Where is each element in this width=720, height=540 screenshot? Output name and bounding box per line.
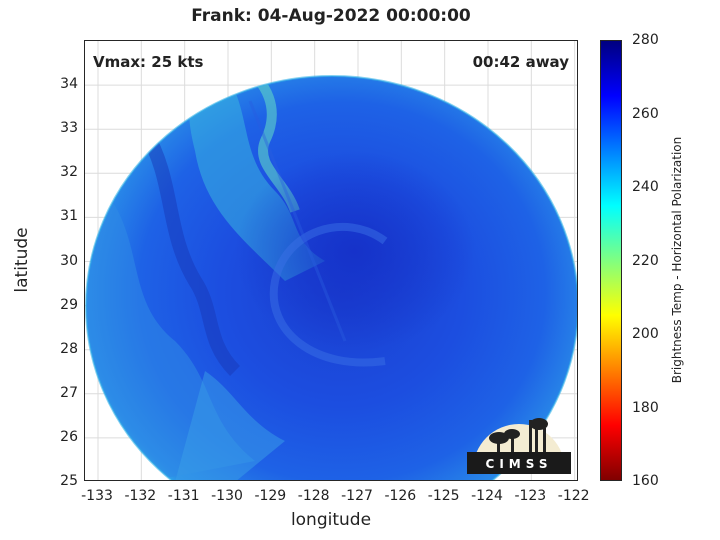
swath-seam	[248, 100, 347, 342]
x-axis-label: longitude	[290, 510, 372, 530]
cyclone-core	[235, 151, 475, 351]
y-tick-label: 34	[60, 76, 78, 93]
x-tick-label: -130	[211, 488, 243, 504]
rainband-dark	[138, 127, 241, 376]
cimss-logo: CIMSS	[467, 418, 571, 474]
x-tick-label: -125	[427, 488, 460, 504]
swath-edge	[85, 75, 577, 480]
cimss-logo-text: CIMSS	[486, 457, 553, 471]
x-tick-label: -126	[384, 488, 417, 504]
x-tick-label: -124	[471, 488, 503, 504]
x-tick-label: -123	[514, 488, 547, 504]
x-tick-label: -128	[297, 488, 330, 504]
colorbar-tick-label: 240	[632, 179, 659, 195]
x-tick-label: -127	[341, 488, 373, 504]
y-tick-label: 32	[60, 164, 78, 181]
microwave-swath-map	[85, 41, 577, 480]
x-tick-label: -133	[81, 488, 113, 504]
y-tick-label: 30	[60, 252, 78, 269]
y-axis-label: latitude	[12, 227, 32, 293]
map-plot-area[interactable]: Vmax: 25 kts 00:42 away CIMSS	[84, 40, 578, 481]
time-away-label: 00:42 away	[472, 53, 569, 71]
colorbar	[600, 40, 622, 481]
colorbar-tick-label: 160	[632, 473, 659, 489]
vmax-label: Vmax: 25 kts	[93, 53, 204, 71]
y-tick-label: 25	[60, 473, 78, 489]
y-tick-label: 33	[60, 120, 78, 137]
x-tick-label: -129	[254, 488, 287, 504]
y-tick-label: 31	[60, 208, 78, 225]
plot-title: Frank: 04-Aug-2022 00:00:00	[191, 6, 471, 26]
y-tick-label: 26	[60, 428, 78, 445]
x-tick-label: -122	[557, 488, 590, 504]
y-tick-label: 27	[60, 384, 78, 401]
colorbar-label: Brightness Temp - Horizontal Polarizatio…	[670, 136, 684, 384]
x-tick-label: -132	[124, 488, 157, 504]
colorbar-tick-label: 280	[632, 32, 659, 48]
x-tick-label: -131	[167, 488, 200, 504]
y-tick-label: 29	[60, 296, 78, 313]
cloud-patch-southwest	[175, 371, 285, 480]
colorbar-tick-label: 220	[632, 252, 659, 269]
colorbar-tick-label: 260	[632, 105, 659, 122]
colorbar-tick-label: 180	[632, 399, 659, 416]
colorbar-tick-label: 200	[632, 326, 659, 342]
spiral-arm	[269, 222, 388, 367]
y-tick-label: 28	[60, 340, 78, 357]
